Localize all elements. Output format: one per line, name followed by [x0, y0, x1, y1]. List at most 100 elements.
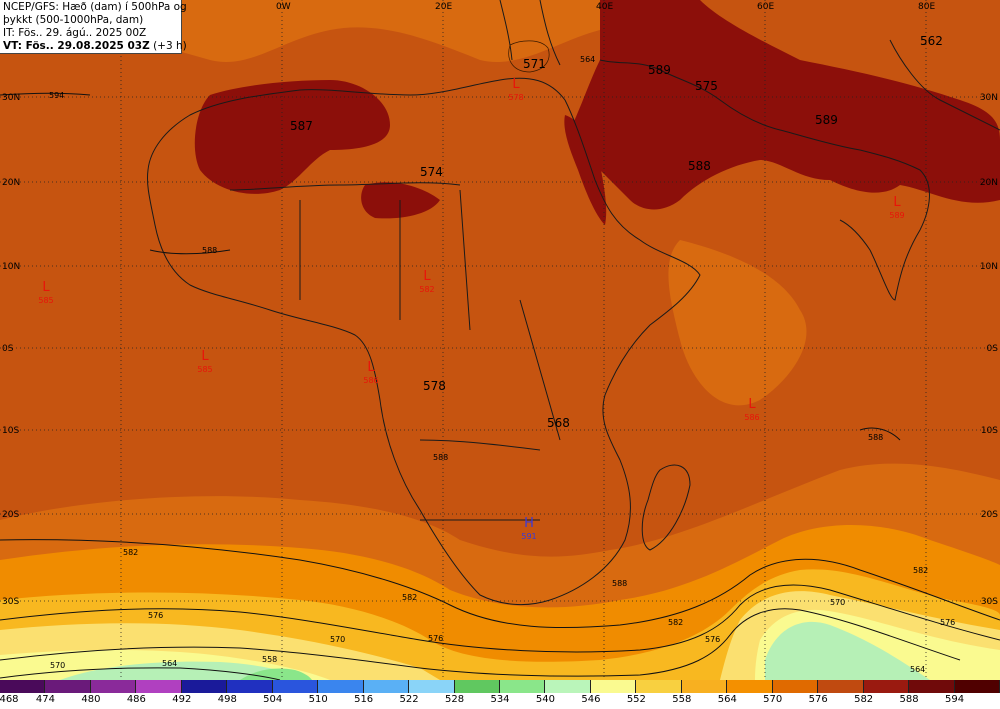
thickness-label: 576	[705, 635, 720, 644]
high-value: 591	[521, 532, 536, 541]
field-540-green	[60, 621, 930, 680]
thickness-label: 564	[910, 665, 925, 674]
thickness-label: 588	[433, 453, 448, 462]
thickness-label: 558	[262, 655, 277, 664]
lat-label: 10N	[980, 262, 998, 272]
thickness-label: 570	[50, 661, 65, 670]
legend-swatch	[545, 680, 591, 693]
height-label: 587	[290, 119, 313, 133]
lat-label: 20N	[980, 178, 998, 188]
lat-label: 20S	[981, 510, 998, 520]
low-value: 586	[363, 376, 378, 385]
legend-swatch	[863, 680, 910, 693]
legend-swatch	[272, 680, 319, 693]
lat-label: 10S	[981, 426, 998, 436]
legend-labels: 468 474 480 486 492 498 504 510 516 522 528 534 540 5…	[0, 694, 1000, 708]
legend-swatch	[0, 680, 46, 693]
thickness-label: 564	[162, 659, 177, 668]
legend-swatch	[363, 680, 410, 693]
legend-swatch	[318, 680, 364, 693]
legend-label: 486	[126, 694, 146, 705]
low-letter: L	[201, 349, 209, 364]
low-value: 589	[889, 211, 904, 220]
thickness-label: 576	[428, 634, 443, 643]
legend-label: 582	[854, 694, 874, 705]
coastlines	[147, 0, 1000, 605]
height-label: 575	[695, 79, 718, 93]
thickness-label: 576	[940, 618, 955, 627]
thickness-label: 582	[668, 618, 683, 627]
map-panel: 0W 20E 40E 60E 80E 30N 20N 10N 0S 10S 20…	[0, 0, 1000, 680]
legend-label: 594	[944, 694, 965, 705]
lat-label: 20N	[2, 178, 20, 188]
legend-swatch	[45, 680, 91, 693]
legend-swatch	[90, 680, 137, 693]
height-label: 574	[420, 165, 443, 179]
height-label: 562	[920, 34, 943, 48]
legend-label: 498	[217, 694, 237, 705]
thickness-label: 582	[402, 593, 417, 602]
legend-swatch	[636, 680, 682, 693]
grid-lat-labels-left: 30N 20N 10N 0S 10S 20S 30S	[2, 93, 20, 607]
grid-lat-labels-right: 30N 20N 10N 0S 10S 20S 30S	[980, 93, 998, 607]
legend-label: 492	[172, 694, 192, 705]
field-588-sahara	[194, 80, 390, 194]
lat-label: 30S	[2, 597, 19, 607]
legend-swatch	[590, 680, 637, 693]
thickness-label: 570	[330, 635, 345, 644]
height-contours	[508, 40, 550, 73]
lon-label: 80E	[918, 2, 935, 12]
thickness-label: 576	[148, 611, 163, 620]
lat-label: 0S	[987, 344, 999, 354]
lat-label: 30N	[2, 93, 20, 103]
legend-color-bar	[0, 680, 1000, 693]
lat-label: 30S	[981, 597, 998, 607]
color-legend: 468 474 480 486 492 498 504 510 516 522 528 534 540 5…	[0, 680, 1000, 709]
thickness-label: 564	[580, 55, 595, 64]
legend-label: 468	[0, 694, 19, 705]
legend-swatch	[954, 680, 1000, 693]
lon-label: 0W	[276, 2, 291, 12]
height-label: 589	[648, 63, 671, 77]
title-line-4: VT: Fös.. 29.08.2025 03Z (+3 h)	[3, 40, 187, 53]
legend-swatch	[818, 680, 864, 693]
legend-label: 534	[490, 694, 510, 705]
field-588-gulf	[564, 115, 607, 225]
height-label: 578	[423, 379, 446, 393]
height-label: 571	[523, 57, 546, 71]
legend-swatch	[454, 680, 500, 693]
height-labels: 571 589 575 562 587 589 588 574 578 568	[290, 34, 943, 430]
low-value: 585	[197, 365, 212, 374]
legend-swatch	[136, 680, 182, 693]
height-label: 588	[688, 159, 711, 173]
thickness-labels: 594 588 588 588 582 582 582 576 576 576 …	[49, 55, 955, 674]
legend-swatch	[409, 680, 455, 693]
lon-label: 60E	[757, 2, 774, 12]
low-letter: L	[893, 195, 901, 210]
low-value: 578	[508, 93, 523, 102]
legend-label: 516	[354, 694, 374, 705]
legend-swatch	[681, 680, 728, 693]
grid-lon-labels: 0W 20E 40E 60E 80E	[276, 2, 935, 12]
legend-swatch	[499, 680, 546, 693]
field-546-band	[0, 609, 1000, 680]
forecast-hour: (+3 h)	[153, 40, 187, 52]
legend-label: 522	[399, 694, 419, 705]
low-letter: L	[423, 269, 431, 284]
thickness-label: 588	[202, 246, 217, 255]
field-588-sudan	[361, 182, 440, 219]
graticule	[0, 0, 1000, 680]
field-534-green	[240, 668, 312, 680]
legend-label: 576	[808, 694, 828, 705]
low-letter: L	[42, 280, 50, 295]
low-value: 585	[38, 296, 53, 305]
legend-label: 528	[444, 694, 465, 705]
thickness-contours	[0, 92, 1000, 680]
high-letter: H	[524, 516, 534, 531]
legend-label: 540	[535, 694, 555, 705]
title-line-2: þykkt (500-1000hPa, dam)	[3, 14, 144, 26]
